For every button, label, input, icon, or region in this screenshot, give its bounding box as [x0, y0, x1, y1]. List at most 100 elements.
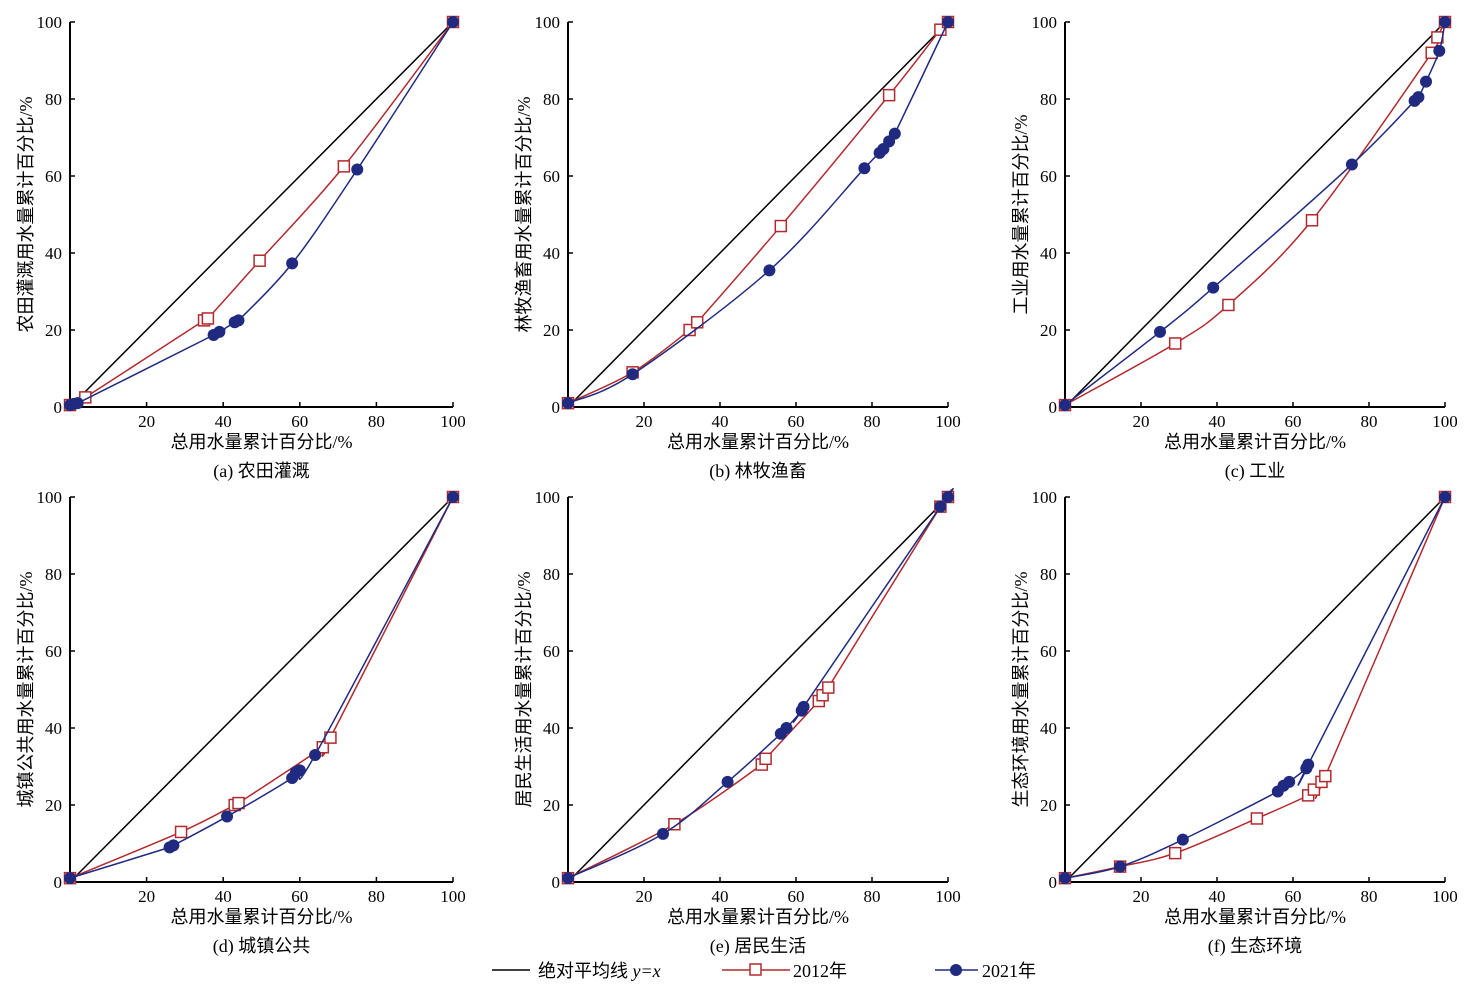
y-tick-label: 40 [45, 719, 62, 738]
x-tick-label: 100 [440, 887, 466, 906]
data-point-2021 [858, 162, 871, 175]
data-point-2012 [1319, 769, 1332, 783]
legend-2012-marker [749, 963, 762, 976]
x-tick-label: 100 [935, 887, 961, 906]
panel-b: 20 40 60 80 100 0 20 40 60 80 100 总用水量累计百分比/% (b) 林牧… [514, 13, 961, 482]
x-axis-label: 总用水量累计百分比/% [1164, 432, 1346, 452]
equality-line [567, 21, 949, 408]
equality-line [1064, 21, 1446, 408]
data-point-2021 [1420, 75, 1432, 88]
x-tick-label: 60 [1285, 412, 1302, 431]
x-tick-label: 80 [864, 412, 881, 431]
series-line-2021 [567, 487, 954, 879]
data-point-2021 [562, 397, 574, 410]
data-point-2012 [1168, 846, 1182, 860]
x-tick-label: 40 [215, 412, 232, 431]
y-tick-label: 80 [543, 90, 560, 109]
panel-d: 20 40 60 80 100 0 20 40 60 80 100 总用水量累计百分比/% (d) 城镇… [16, 488, 466, 957]
data-point-2021 [167, 839, 180, 852]
legend-2012-label: 2012年 [793, 961, 847, 981]
x-tick-label: 60 [291, 887, 308, 906]
y-tick-label: 100 [37, 488, 63, 507]
equality-line [69, 496, 454, 883]
data-point-2021 [1345, 158, 1358, 171]
panel-caption: (c) 工业 [1225, 461, 1285, 482]
data-point-2021 [213, 325, 226, 338]
y-tick-label: 20 [543, 321, 560, 340]
data-point-2012 [1222, 298, 1235, 312]
x-tick-label: 20 [138, 887, 155, 906]
data-point-2021 [942, 491, 954, 503]
y-tick-label: 0 [54, 873, 63, 892]
data-point-2021 [763, 264, 776, 277]
legend: 绝对平均线 y=x 2012年 2021年 [492, 961, 1036, 981]
data-point-2012 [1305, 214, 1319, 227]
x-axis-label: 总用水量累计百分比/% [171, 432, 353, 452]
y-tick-label: 40 [543, 244, 560, 263]
x-tick-label: 100 [1432, 887, 1458, 906]
data-point-2021 [1439, 491, 1451, 503]
data-point-2012 [174, 825, 188, 839]
y-tick-label: 60 [45, 167, 62, 186]
series-line-2012 [567, 21, 949, 404]
data-point-2012 [668, 818, 681, 831]
x-tick-label: 20 [138, 412, 155, 431]
y-tick-label: 0 [1049, 398, 1058, 417]
data-point-2021 [1283, 775, 1296, 788]
panel-e: 20 40 60 80 100 0 20 40 60 80 100 总用水量累计百分比/% (e) 居民… [514, 487, 961, 957]
panel-f: 20 40 60 80 100 0 20 40 60 80 100 总用水量累计百分比/% (f) 生态… [1011, 488, 1458, 957]
data-point-2021 [797, 700, 810, 713]
x-axis-label: 总用水量累计百分比/% [171, 907, 353, 927]
data-point-2021 [721, 775, 734, 788]
x-axis-label: 总用水量累计百分比/% [667, 432, 849, 452]
y-tick-label: 100 [535, 13, 561, 32]
legend-equality-label: 绝对平均线 y=x [538, 961, 661, 981]
data-point-2021 [309, 748, 322, 761]
y-tick-label: 80 [45, 565, 62, 584]
y-tick-label: 40 [1040, 244, 1057, 263]
x-tick-label: 60 [788, 887, 805, 906]
data-point-2021 [934, 500, 947, 513]
y-tick-label: 60 [1040, 642, 1057, 661]
panel-caption: (a) 农田灌溉 [213, 461, 309, 482]
data-point-2021 [232, 314, 245, 327]
y-tick-label: 80 [45, 90, 62, 109]
data-point-2012 [1307, 783, 1321, 796]
y-tick-label: 0 [552, 398, 561, 417]
y-tick-label: 100 [37, 13, 63, 32]
x-tick-label: 40 [1209, 887, 1226, 906]
data-point-2012 [201, 312, 215, 325]
data-point-2021 [1114, 860, 1127, 873]
data-point-2021 [562, 872, 574, 885]
y-axis-label: 城镇公共用水量累计百分比/% [16, 572, 36, 808]
data-point-2012 [337, 160, 351, 173]
data-point-2021 [780, 722, 793, 734]
data-point-2012 [1250, 812, 1264, 825]
y-axis-label: 林牧渔畜用水量累计百分比/% [514, 97, 534, 333]
x-tick-label: 60 [291, 412, 308, 431]
y-tick-label: 60 [543, 167, 560, 186]
panel-caption: (d) 城镇公共 [213, 936, 311, 957]
x-tick-label: 60 [788, 412, 805, 431]
x-tick-label: 80 [864, 887, 881, 906]
data-point-2021 [657, 827, 669, 840]
data-point-2021 [71, 397, 84, 410]
data-point-2021 [1433, 44, 1446, 57]
y-tick-label: 0 [552, 873, 561, 892]
x-tick-label: 100 [440, 412, 466, 431]
x-tick-label: 40 [712, 887, 729, 906]
data-point-2021 [1412, 91, 1425, 104]
panel-caption: (f) 生态环境 [1208, 936, 1302, 957]
y-tick-label: 60 [543, 642, 560, 661]
series-line-2012 [567, 489, 953, 879]
x-tick-label: 60 [1285, 887, 1302, 906]
series-line-2021 [1064, 21, 1446, 406]
panel-c: 20 40 60 80 100 0 20 40 60 80 100 总用水量累计百分比/% (c) 工业… [1011, 13, 1458, 482]
y-tick-label: 20 [543, 796, 560, 815]
data-point-2012 [774, 219, 788, 233]
y-tick-label: 100 [1032, 488, 1058, 507]
y-tick-label: 80 [543, 565, 560, 584]
panel-a: 20 40 60 80 100 0 20 40 60 80 100 总用水量累计百分比/% (a) 农田… [16, 13, 466, 482]
y-tick-label: 40 [45, 244, 62, 263]
y-tick-label: 80 [1040, 90, 1057, 109]
